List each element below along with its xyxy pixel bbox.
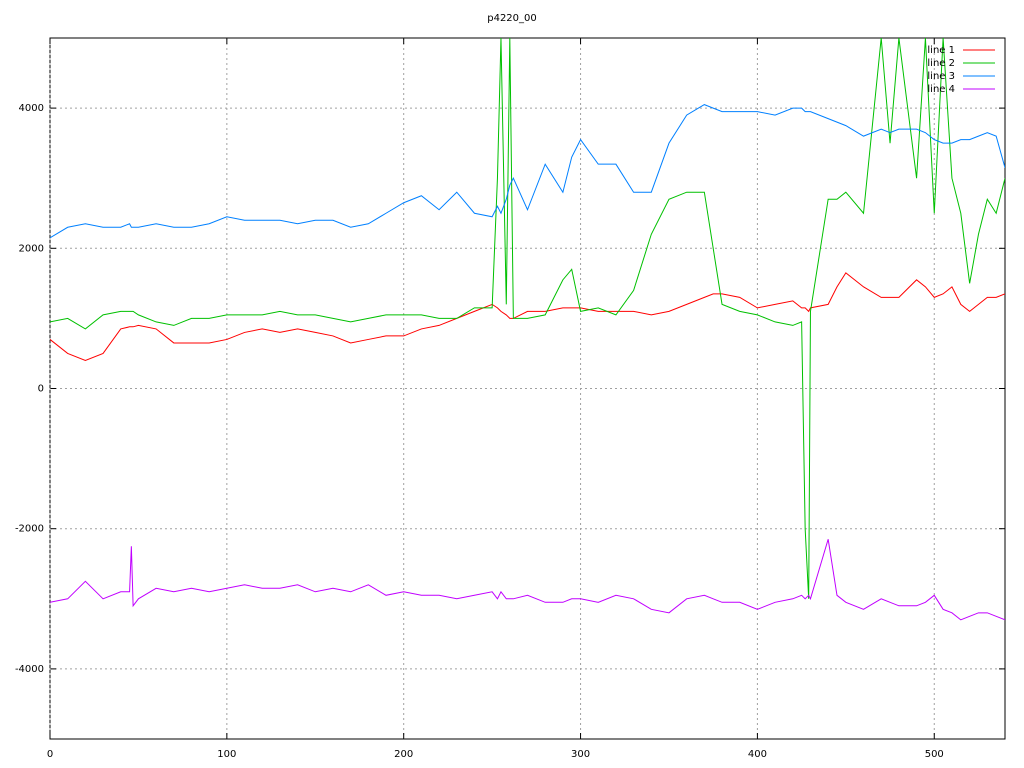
y-tick-label: -4000 [15, 664, 44, 675]
legend-label: line 2 [927, 58, 955, 69]
legend-label: line 4 [927, 84, 955, 95]
series-line [50, 38, 1005, 599]
y-tick-label: 4000 [19, 103, 44, 114]
series-line [50, 272, 1005, 361]
x-tick-label: 500 [925, 749, 944, 760]
x-tick-label: 200 [394, 749, 413, 760]
x-tick-label: 0 [47, 749, 53, 760]
legend-label: line 3 [927, 71, 955, 82]
x-tick-label: 400 [748, 749, 767, 760]
y-tick-label: 2000 [19, 243, 44, 254]
y-tick-label: 0 [38, 384, 44, 395]
chart-title: p4220_00 [487, 13, 537, 24]
x-tick-label: 100 [217, 749, 236, 760]
y-tick-label: -2000 [15, 524, 44, 535]
legend-label: line 1 [927, 45, 955, 56]
series-line [50, 539, 1005, 621]
x-tick-label: 300 [571, 749, 590, 760]
series-line [50, 104, 1005, 239]
